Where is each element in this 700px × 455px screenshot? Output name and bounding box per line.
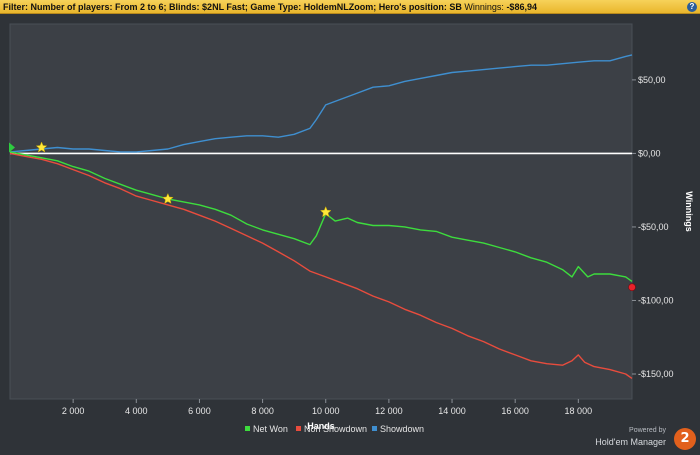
filter-label: Filter:: [3, 2, 29, 12]
filter-bar: Filter: Number of players: From 2 to 6; …: [0, 0, 700, 14]
plot-area: [9, 23, 633, 400]
legend-swatch: [245, 426, 250, 431]
series-line-showdown: [9, 54, 633, 153]
marker-layer: [9, 141, 636, 292]
hm2-logo-icon: 2: [674, 428, 696, 450]
x-tick-label: 12 000: [375, 406, 403, 416]
end-marker: [628, 283, 636, 292]
legend-label: Net Won: [253, 424, 288, 434]
y-tick-label: -$150,00: [638, 369, 674, 379]
x-tick-label: 16 000: [501, 406, 529, 416]
y-tick-label: -$50,00: [638, 222, 669, 232]
filter-criteria: Number of players: From 2 to 6; Blinds: …: [30, 2, 462, 12]
star-marker: [35, 141, 48, 153]
x-tick-label: 2 000: [62, 406, 85, 416]
x-tick-label: 4 000: [125, 406, 148, 416]
legend-swatch: [296, 426, 301, 431]
legend-label: Non Showdown: [304, 424, 367, 434]
y-tick-label: -$100,00: [638, 295, 674, 305]
filter-summary: Filter: Number of players: From 2 to 6; …: [3, 1, 537, 13]
start-marker: [9, 142, 15, 153]
x-axis-title: Hands: [307, 421, 335, 431]
x-tick-label: 6 000: [188, 406, 211, 416]
legend: Net Won Non Showdown Showdown: [245, 424, 424, 434]
legend-label: Showdown: [380, 424, 424, 434]
y-tick-label: $50,00: [638, 75, 666, 85]
star-marker: [319, 206, 332, 218]
y-axis: $50,00 $0,00 -$50,00 -$100,00 -$150,00: [632, 75, 674, 379]
help-icon[interactable]: ?: [687, 2, 697, 12]
x-tick-label: 18 000: [565, 406, 593, 416]
x-tick-label: 8 000: [251, 406, 274, 416]
winnings-chart: 2 000 4 000 6 000 8 000 10 000 12 000 14 000 16…: [9, 23, 694, 434]
x-tick-label: 10 000: [312, 406, 340, 416]
series-line-non-showdown: [9, 152, 633, 379]
y-tick-label: $0,00: [638, 148, 661, 158]
star-marker: [161, 192, 174, 204]
y-axis-title: Winnings: [684, 191, 694, 231]
branding: Powered by Hold'em Manager 2: [586, 427, 696, 451]
powered-by-text: Powered by: [629, 427, 666, 434]
legend-swatch: [372, 426, 377, 431]
winnings-value: -$86,94: [506, 2, 537, 12]
winnings-label: Winnings:: [464, 2, 504, 12]
series-layer: [9, 54, 633, 379]
brand-name: Hold'em Manager: [595, 437, 666, 447]
series-line-net-won: [9, 151, 633, 282]
x-tick-label: 14 000: [438, 406, 466, 416]
x-axis: 2 000 4 000 6 000 8 000 10 000 12 000 14 000 16…: [62, 399, 592, 416]
